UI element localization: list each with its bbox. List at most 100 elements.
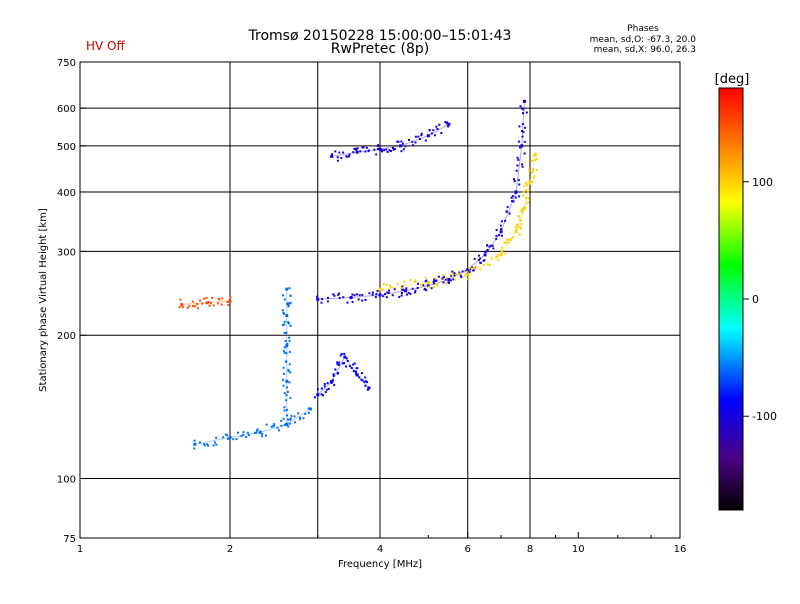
echo-point [336,363,339,366]
echo-point [505,238,508,241]
echo-point [385,296,388,299]
echo-point [326,300,329,303]
echo-point [285,331,288,334]
echo-point [477,259,480,262]
echo-point [520,107,523,110]
echo-point [288,422,291,425]
echo-point [516,164,519,167]
echo-point [413,291,416,294]
echo-point [355,148,358,151]
echo-point [432,280,435,283]
echo-point [320,393,323,396]
echo-point [256,428,259,431]
echo-point [286,342,289,345]
echo-point [209,302,212,305]
echo-point [206,443,209,446]
echo-point [460,276,463,279]
echo-point [521,135,524,138]
status-label: HV Off [86,39,125,53]
echo-point [430,287,433,290]
echo-point [424,139,427,142]
trace-data-point [499,253,503,257]
echo-point [433,278,436,281]
echo-point [475,265,478,268]
y-tick-label: 500 [57,142,76,153]
echo-point [430,132,433,135]
echo-point [442,274,445,277]
echo-point [316,388,319,391]
echo-point [389,149,392,152]
echo-point [367,150,370,153]
trace-data-point [499,230,503,234]
echo-point [505,241,508,244]
echo-point [518,146,521,149]
echo-point [193,439,196,442]
trace-data-point [228,299,232,303]
echo-point [503,241,506,244]
x-tick-label: 2 [227,544,233,555]
echo-point [338,297,341,300]
trace-data-point [316,297,320,301]
y-tick-label: 600 [57,104,76,115]
echo-point [507,241,510,244]
echo-point [413,281,416,284]
echo-point [281,323,284,326]
y-tick-label: 300 [57,247,76,258]
echo-point [339,354,342,357]
echo-point [288,336,291,339]
echo-point [532,168,535,171]
echo-point [435,282,438,285]
echo-point [324,391,327,394]
echo-point [342,296,345,299]
echo-point [382,295,385,298]
trace-data-point [330,379,334,383]
echo-point [288,287,291,290]
echo-point [444,121,447,124]
echo-point [331,153,334,156]
echo-point [283,346,286,349]
echo-point [226,438,229,441]
echo-point [352,370,355,373]
echo-point [287,368,290,371]
colorbar-tick-label: -100 [752,410,777,423]
echo-point [283,331,286,334]
echo-point [357,298,360,301]
echo-point [287,302,290,305]
echo-point [199,299,202,302]
echo-point [535,157,538,160]
echo-point [212,444,215,447]
echo-point [400,286,403,289]
echo-point [351,301,354,304]
echo-point [468,270,471,273]
echo-point [188,305,191,308]
echo-point [299,418,302,421]
echo-point [211,296,214,299]
echo-point [282,366,285,369]
echo-point [364,384,367,387]
y-tick-label: 400 [57,188,76,199]
trace-data-point [533,152,537,156]
echo-point [356,147,359,150]
echo-point [453,274,456,277]
echo-point [432,285,435,288]
echo-point [299,416,302,419]
echo-point [535,169,538,172]
echo-point [488,264,491,267]
echo-point [482,259,485,262]
echo-point [342,151,345,154]
echo-point [517,179,520,182]
echo-point [528,182,531,185]
echo-point [425,289,428,292]
echo-point [336,159,339,162]
echo-point [326,296,329,299]
trace-data-point [514,190,518,194]
echo-point [504,252,507,255]
echo-point [191,300,194,303]
echo-point [445,282,448,285]
echo-point [411,287,414,290]
echo-point [351,293,354,296]
echo-point [521,207,524,210]
echo-point [361,299,364,302]
echo-point [419,284,422,287]
echo-point [289,396,292,399]
